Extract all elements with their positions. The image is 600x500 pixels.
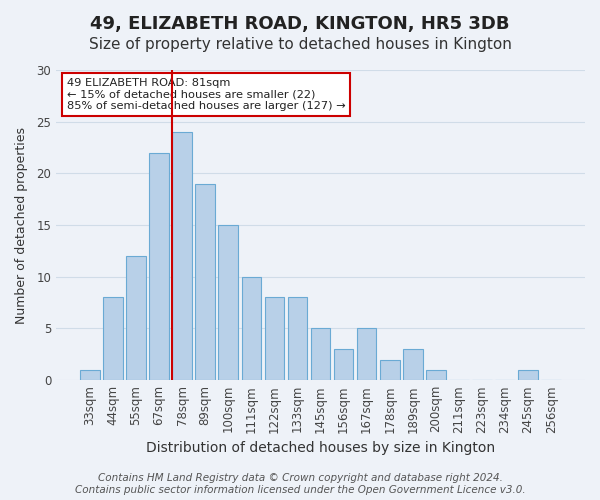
Bar bbox=[265, 298, 284, 380]
Bar bbox=[357, 328, 376, 380]
Bar bbox=[426, 370, 446, 380]
X-axis label: Distribution of detached houses by size in Kington: Distribution of detached houses by size … bbox=[146, 441, 495, 455]
Bar bbox=[80, 370, 100, 380]
Text: Size of property relative to detached houses in Kington: Size of property relative to detached ho… bbox=[89, 38, 511, 52]
Text: Contains HM Land Registry data © Crown copyright and database right 2024.
Contai: Contains HM Land Registry data © Crown c… bbox=[74, 474, 526, 495]
Bar bbox=[403, 349, 422, 380]
Bar bbox=[172, 132, 192, 380]
Bar bbox=[103, 298, 123, 380]
Bar bbox=[380, 360, 400, 380]
Bar bbox=[218, 225, 238, 380]
Bar bbox=[287, 298, 307, 380]
Bar bbox=[334, 349, 353, 380]
Bar bbox=[311, 328, 331, 380]
Bar bbox=[518, 370, 538, 380]
Y-axis label: Number of detached properties: Number of detached properties bbox=[15, 126, 28, 324]
Text: 49, ELIZABETH ROAD, KINGTON, HR5 3DB: 49, ELIZABETH ROAD, KINGTON, HR5 3DB bbox=[90, 15, 510, 33]
Bar bbox=[126, 256, 146, 380]
Bar bbox=[196, 184, 215, 380]
Bar bbox=[242, 277, 261, 380]
Bar bbox=[149, 152, 169, 380]
Text: 49 ELIZABETH ROAD: 81sqm
← 15% of detached houses are smaller (22)
85% of semi-d: 49 ELIZABETH ROAD: 81sqm ← 15% of detach… bbox=[67, 78, 345, 111]
